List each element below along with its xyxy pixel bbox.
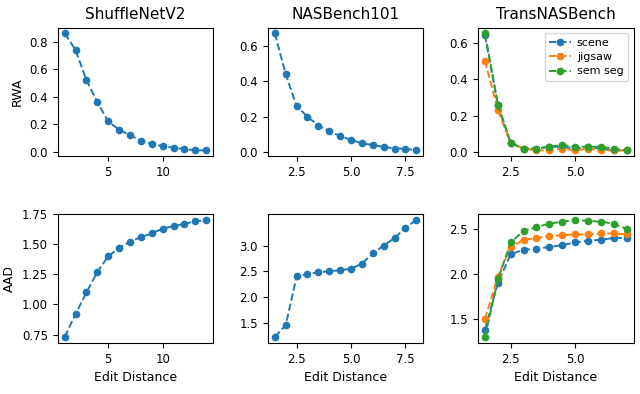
scene: [545, 245, 553, 249]
X-axis label: Edit Distance: Edit Distance: [304, 371, 387, 384]
scene: [572, 146, 579, 151]
sem seg: [584, 219, 592, 223]
sem seg: [520, 146, 527, 151]
jigsaw: [623, 232, 630, 237]
jigsaw: [481, 58, 489, 63]
sem seg: [623, 227, 630, 231]
Line: jigsaw: jigsaw: [482, 58, 630, 154]
scene: [558, 144, 566, 149]
jigsaw: [507, 141, 515, 145]
scene: [494, 102, 502, 107]
jigsaw: [572, 232, 579, 237]
scene: [623, 236, 630, 240]
jigsaw: [584, 146, 592, 151]
jigsaw: [520, 146, 527, 151]
Line: sem seg: sem seg: [482, 217, 630, 340]
sem seg: [507, 141, 515, 145]
scene: [532, 146, 540, 151]
jigsaw: [520, 238, 527, 242]
jigsaw: [597, 148, 605, 153]
scene: [623, 148, 630, 153]
jigsaw: [610, 231, 618, 236]
Title: NASBench101: NASBench101: [292, 7, 399, 22]
jigsaw: [545, 148, 553, 153]
Line: scene: scene: [482, 235, 630, 333]
sem seg: [610, 221, 618, 226]
jigsaw: [532, 236, 540, 240]
jigsaw: [532, 148, 540, 153]
jigsaw: [584, 232, 592, 237]
sem seg: [494, 102, 502, 107]
X-axis label: Edit Distance: Edit Distance: [514, 371, 597, 384]
sem seg: [584, 144, 592, 149]
X-axis label: Edit Distance: Edit Distance: [94, 371, 177, 384]
sem seg: [481, 31, 489, 36]
jigsaw: [558, 233, 566, 238]
scene: [597, 238, 605, 242]
scene: [520, 146, 527, 151]
sem seg: [494, 277, 502, 282]
jigsaw: [494, 108, 502, 113]
sem seg: [520, 229, 527, 233]
scene: [545, 144, 553, 149]
sem seg: [597, 219, 605, 224]
Line: jigsaw: jigsaw: [482, 230, 630, 322]
Legend: scene, jigsaw, sem seg: scene, jigsaw, sem seg: [545, 33, 628, 81]
scene: [584, 144, 592, 149]
sem seg: [545, 221, 553, 226]
sem seg: [623, 148, 630, 153]
scene: [507, 252, 515, 256]
Title: ShuffleNetV2: ShuffleNetV2: [85, 7, 186, 22]
sem seg: [481, 335, 489, 339]
sem seg: [572, 217, 579, 222]
scene: [507, 141, 515, 145]
scene: [610, 148, 618, 153]
Title: TransNASBench: TransNASBench: [496, 7, 616, 22]
sem seg: [572, 144, 579, 149]
scene: [610, 236, 618, 240]
scene: [597, 146, 605, 151]
scene: [481, 327, 489, 332]
scene: [584, 238, 592, 243]
scene: [520, 247, 527, 252]
sem seg: [532, 146, 540, 151]
jigsaw: [507, 245, 515, 249]
jigsaw: [572, 148, 579, 153]
scene: [558, 243, 566, 247]
jigsaw: [623, 148, 630, 153]
sem seg: [558, 143, 566, 147]
sem seg: [532, 225, 540, 230]
jigsaw: [481, 316, 489, 321]
sem seg: [610, 146, 618, 151]
Y-axis label: RWA: RWA: [11, 78, 24, 106]
sem seg: [558, 219, 566, 224]
scene: [494, 281, 502, 285]
sem seg: [545, 144, 553, 149]
jigsaw: [558, 146, 566, 151]
scene: [481, 33, 489, 37]
jigsaw: [597, 231, 605, 236]
sem seg: [597, 144, 605, 149]
Line: sem seg: sem seg: [482, 30, 630, 154]
Line: scene: scene: [482, 32, 630, 154]
scene: [572, 240, 579, 245]
Y-axis label: AAD: AAD: [3, 265, 16, 292]
jigsaw: [494, 274, 502, 279]
sem seg: [507, 240, 515, 245]
jigsaw: [545, 234, 553, 238]
scene: [532, 246, 540, 251]
jigsaw: [610, 148, 618, 153]
